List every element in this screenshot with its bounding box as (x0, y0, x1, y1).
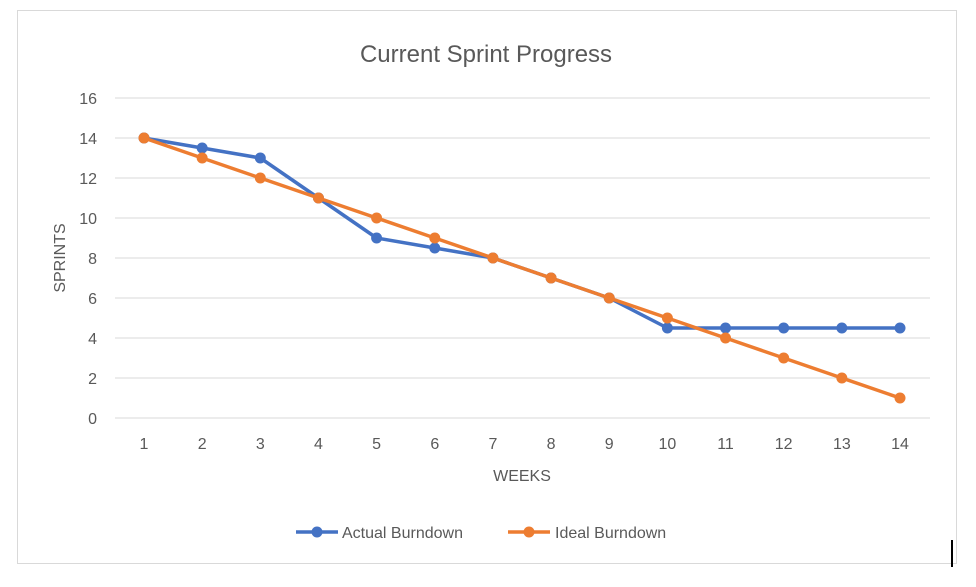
x-tick-label: 14 (891, 436, 909, 453)
x-tick-label: 5 (372, 436, 381, 453)
gridlines (115, 97, 930, 419)
data-point (603, 292, 615, 304)
data-point (371, 232, 383, 244)
series-line (142, 136, 902, 330)
data-point (487, 252, 499, 264)
y-tick-label: 2 (88, 371, 97, 388)
data-point (429, 242, 441, 254)
data-point (312, 192, 324, 204)
x-tick-label: 1 (140, 436, 149, 453)
data-point (196, 142, 208, 154)
series-ideal-burndown (138, 132, 906, 404)
legend-entry-actual: Actual Burndown (296, 525, 463, 542)
series-actual-burndown (138, 132, 906, 334)
data-point (254, 172, 266, 184)
y-tick-label: 10 (79, 211, 97, 228)
data-point (778, 322, 790, 334)
legend-swatch-marker (523, 526, 535, 538)
data-point (545, 272, 557, 284)
y-tick-label: 12 (79, 171, 97, 188)
legend-label-actual: Actual Burndown (342, 525, 463, 542)
legend-swatch-marker (311, 526, 323, 538)
y-tick-label: 8 (88, 251, 97, 268)
x-tick-label: 2 (198, 436, 207, 453)
x-tick-label: 8 (547, 436, 556, 453)
x-tick-label: 13 (833, 436, 851, 453)
data-point (254, 152, 266, 164)
data-point (138, 132, 150, 144)
legend-label-ideal: Ideal Burndown (555, 525, 666, 542)
window-edge-marker (951, 540, 953, 567)
x-tick-label: 4 (314, 436, 323, 453)
y-tick-label: 0 (88, 411, 97, 428)
series-layer (138, 132, 906, 404)
y-tick-label: 4 (88, 331, 97, 348)
legend: Actual Burndown Ideal Burndown (296, 525, 666, 542)
data-point (778, 352, 790, 364)
chart-title: Current Sprint Progress (360, 41, 612, 68)
x-tick-label: 12 (775, 436, 793, 453)
y-axis-title: SPRINTS (52, 223, 69, 292)
data-point (196, 152, 208, 164)
y-tick-label: 14 (79, 131, 97, 148)
x-tick-label: 11 (717, 436, 734, 453)
data-point (720, 322, 732, 334)
x-tick-label: 10 (658, 436, 676, 453)
x-tick-label: 7 (488, 436, 497, 453)
x-tick-label: 9 (605, 436, 614, 453)
data-point (894, 322, 906, 334)
chart-frame (17, 10, 957, 564)
data-point (836, 372, 848, 384)
y-tick-labels: 0 2 4 6 8 10 12 14 16 (79, 91, 97, 428)
data-point (720, 332, 732, 344)
y-tick-label: 6 (88, 291, 97, 308)
x-axis-title: WEEKS (493, 468, 551, 485)
x-tick-label: 3 (256, 436, 265, 453)
data-point (894, 392, 906, 404)
data-point (429, 232, 441, 244)
legend-entry-ideal: Ideal Burndown (508, 525, 666, 542)
series-line (142, 136, 902, 400)
y-tick-label: 16 (79, 91, 97, 108)
data-point (661, 322, 673, 334)
x-tick-labels: 1 2 3 4 5 6 7 8 9 10 11 12 13 14 (140, 436, 909, 453)
data-point (661, 312, 673, 324)
x-tick-label: 6 (430, 436, 439, 453)
data-point (836, 322, 848, 334)
data-point (371, 212, 383, 224)
